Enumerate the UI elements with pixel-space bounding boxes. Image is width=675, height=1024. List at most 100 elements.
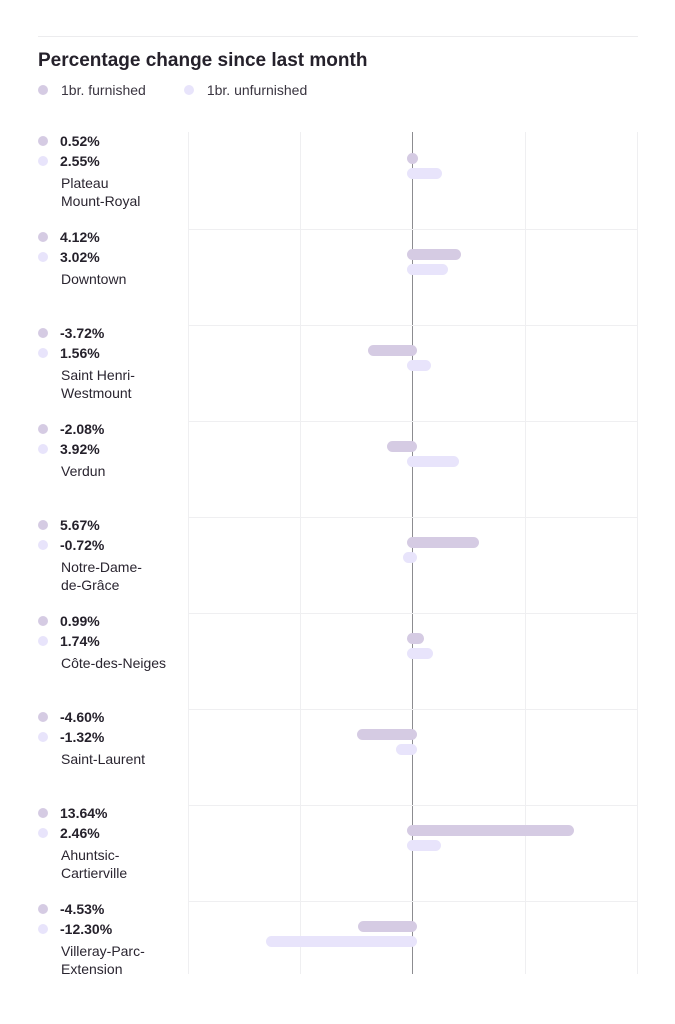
value-label-unfurnished: 2.55% [38,152,100,170]
data-label-unfurnished: 3.02% [60,249,100,265]
bar-furnished [358,921,417,932]
bar-furnished [357,729,417,740]
series-dot-unfurnished [38,156,48,166]
category-row: -4.53% -12.30% Villeray-Parc- Extension [38,900,638,998]
bar-furnished [407,825,575,836]
value-label-furnished: -4.60% [38,708,104,726]
bar-furnished [407,249,462,260]
category-label: Saint Henri- Westmount [61,367,135,401]
bar-unfurnished [396,744,417,755]
series-dot-furnished [38,424,48,434]
bar-unfurnished [265,936,417,947]
legend-item-furnished: 1br. furnished [38,82,146,98]
series-dot-furnished [38,616,48,626]
data-label-unfurnished: 1.74% [60,633,100,649]
bar-unfurnished [407,648,433,659]
data-label-furnished: 13.64% [60,805,108,821]
data-label-furnished: -4.53% [60,901,105,917]
row-divider [188,709,638,710]
gridline [637,132,638,974]
data-label-unfurnished: -1.32% [60,729,105,745]
data-label-furnished: 0.52% [60,133,100,149]
bar-unfurnished [407,264,448,275]
value-label-unfurnished: 3.92% [38,440,100,458]
chart-title: Percentage change since last month [38,50,368,71]
category-label: Verdun [61,463,106,479]
value-label-unfurnished: 1.56% [38,344,100,362]
row-divider [188,325,638,326]
value-label-unfurnished: -12.30% [38,920,112,938]
category-row: -2.08% 3.92% Verdun [38,420,638,518]
row-divider [188,517,638,518]
category-label: Côte-des-Neiges [61,655,167,671]
data-label-furnished: -4.60% [60,709,105,725]
series-dot-unfurnished [38,444,48,454]
gridline [300,132,301,974]
bar-unfurnished [407,840,442,851]
category-row: 0.99% 1.74% Côte-des-Neiges [38,612,638,710]
legend-swatch-unfurnished [183,85,194,95]
bar-unfurnished [407,456,459,467]
value-label-unfurnished: 2.46% [38,824,100,842]
category-label: Ahuntsic- Cartierville [61,847,128,881]
data-label-furnished: 4.12% [60,229,100,245]
category-label: Saint-Laurent [61,751,146,767]
category-row: 13.64% 2.46% Ahuntsic- Cartierville [38,805,638,902]
category-label: Notre-Dame-de-Grâce [61,559,142,593]
value-label-furnished: 4.12% [38,228,100,246]
value-label-furnished: -3.72% [38,324,104,342]
bar-furnished [387,441,417,452]
series-dot-unfurnished [38,252,48,262]
series-dot-furnished [38,520,48,530]
category-label: Downtown [61,271,127,287]
row-divider [188,901,638,902]
value-label-furnished: -2.08% [38,420,104,438]
row-divider [188,805,638,806]
value-label-furnished: 5.67% [38,516,100,534]
data-label-unfurnished: 3.92% [60,441,100,457]
data-label-unfurnished: -0.72% [60,537,105,553]
top-divider [38,36,638,37]
legend-label-unfurnished: 1br. unfurnished [206,82,308,98]
bar-furnished [407,537,480,548]
row-divider [188,613,638,614]
category-label: Plateau Mount-Royal [61,175,141,209]
bar-unfurnished [403,552,417,563]
series-dot-unfurnished [38,924,48,934]
data-label-unfurnished: -12.30% [60,921,113,937]
bar-unfurnished [407,360,431,371]
bar-furnished [367,345,417,356]
series-dot-furnished [38,808,48,818]
gridline [188,132,189,974]
series-dot-unfurnished [38,828,48,838]
series-dot-furnished [38,328,48,338]
category-row: 5.67% -0.72% Notre-Dame-de-Grâce [38,516,638,614]
series-dot-furnished [38,904,48,914]
category-row: 0.52% 2.55% Plateau Mount-Royal [38,133,638,230]
data-label-furnished: -2.08% [60,421,105,437]
row-divider [188,229,638,230]
series-dot-unfurnished [38,636,48,646]
value-label-furnished: 0.99% [38,612,100,630]
legend-item-unfurnished: 1br. unfurnished [183,82,308,98]
data-label-unfurnished: 2.55% [60,153,100,169]
value-label-unfurnished: 1.74% [38,632,100,650]
data-label-unfurnished: 2.46% [60,825,100,841]
series-dot-furnished [38,232,48,242]
value-label-furnished: -4.53% [38,900,104,918]
category-row: -3.72% 1.56% Saint Henri- Westmount [38,324,638,422]
value-label-unfurnished: -1.32% [38,728,104,746]
category-label: Villeray-Parc- Extension [61,943,145,977]
value-label-unfurnished: 3.02% [38,248,100,266]
row-divider [188,421,638,422]
bar-furnished [407,153,419,164]
legend-label-furnished: 1br. furnished [61,82,146,98]
bar-unfurnished [407,168,443,179]
data-label-furnished: -3.72% [60,325,105,341]
gridline [525,132,526,974]
series-dot-unfurnished [38,540,48,550]
data-label-unfurnished: 1.56% [60,345,100,361]
category-row: -4.60% -1.32% Saint-Laurent [38,708,638,806]
category-row: 4.12% 3.02% Downtown [38,228,638,326]
value-label-unfurnished: -0.72% [38,536,104,554]
